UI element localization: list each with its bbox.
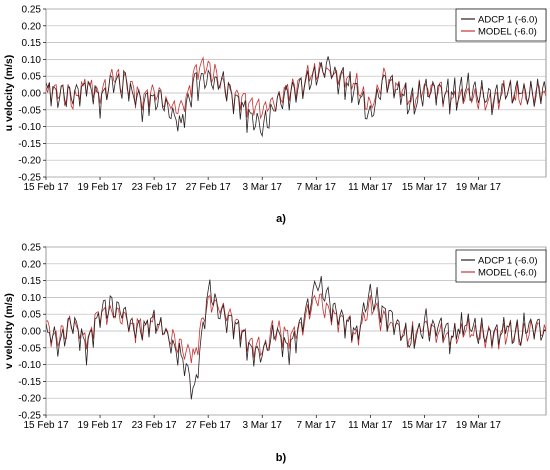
x-tick-label: 7 Mar 17 — [297, 420, 337, 431]
x-tick-label: 3 Mar 17 — [242, 420, 282, 431]
legend-entry: MODEL (-6.0) — [478, 268, 537, 279]
y-tick-label: -0.10 — [18, 122, 41, 133]
panel-a: 0.25 0.20 0.15 0.10 0.05 0.00 -0.05 -0.10 -0.15 -… — [3, 5, 547, 225]
x-tick-label: 19 Mar 17 — [456, 420, 501, 431]
y-tick-label: 0.25 — [22, 5, 42, 16]
x-tick-label: 7 Mar 17 — [297, 182, 337, 193]
y-tick-label: -0.15 — [18, 139, 41, 150]
x-tick-label: 27 Feb 17 — [186, 182, 231, 193]
x-tick-label: 19 Feb 17 — [78, 420, 123, 431]
y-tick-label: -0.10 — [18, 360, 41, 371]
x-tick-label: 23 Feb 17 — [132, 182, 177, 193]
y-tick-label: -0.20 — [18, 394, 41, 405]
x-tick-label: 23 Feb 17 — [132, 420, 177, 431]
x-tick-label: 3 Mar 17 — [242, 182, 282, 193]
legend-entry: ADCP 1 (-6.0) — [478, 256, 537, 267]
y-tick-label: -0.25 — [18, 411, 41, 422]
y-tick-label: 0.00 — [22, 89, 42, 100]
y-tick-label: 0.10 — [22, 293, 42, 304]
panel-b: 0.25 0.20 0.15 0.10 0.05 0.00 -0.05 -0.10 -0.15 -… — [3, 243, 547, 464]
y-tick-label: 0.20 — [22, 259, 42, 270]
y-tick-label: -0.05 — [18, 343, 41, 354]
y-tick-label: 0.05 — [22, 72, 42, 83]
panel-label: a) — [276, 213, 286, 225]
x-tick-label: 11 Mar 17 — [348, 420, 393, 431]
x-tick-label: 15 Mar 17 — [402, 420, 447, 431]
x-tick-label: 15 Feb 17 — [23, 420, 68, 431]
y-axis-label: u velocity (m/s) — [3, 55, 15, 131]
y-tick-label: -0.20 — [18, 156, 41, 167]
legend-box — [455, 249, 547, 283]
x-tick-label: 15 Feb 17 — [23, 182, 68, 193]
legend-entry: MODEL (-6.0) — [478, 27, 537, 38]
legend-entry: ADCP 1 (-6.0) — [478, 15, 537, 26]
y-tick-label: 0.05 — [22, 310, 42, 321]
series-line-adcp — [46, 56, 546, 138]
x-tick-label: 19 Feb 17 — [78, 182, 123, 193]
y-tick-label: 0.10 — [22, 55, 42, 66]
y-tick-label: -0.25 — [18, 173, 41, 184]
x-tick-label: 27 Feb 17 — [186, 420, 231, 431]
x-tick-label: 11 Mar 17 — [348, 182, 393, 193]
panel-label: b) — [276, 452, 287, 464]
y-tick-label: -0.05 — [18, 105, 41, 116]
y-tick-label: 0.15 — [22, 276, 42, 287]
y-tick-label: -0.15 — [18, 377, 41, 388]
legend-box — [455, 8, 547, 42]
x-tick-label: 15 Mar 17 — [402, 182, 447, 193]
y-tick-label: 0.25 — [22, 243, 42, 254]
y-tick-label: 0.20 — [22, 21, 42, 32]
x-tick-label: 19 Mar 17 — [456, 182, 501, 193]
y-tick-label: 0.15 — [22, 38, 42, 49]
y-axis-label: v velocity (m/s) — [3, 293, 15, 369]
series-line-adcp — [46, 276, 546, 400]
y-tick-label: 0.00 — [22, 327, 42, 338]
